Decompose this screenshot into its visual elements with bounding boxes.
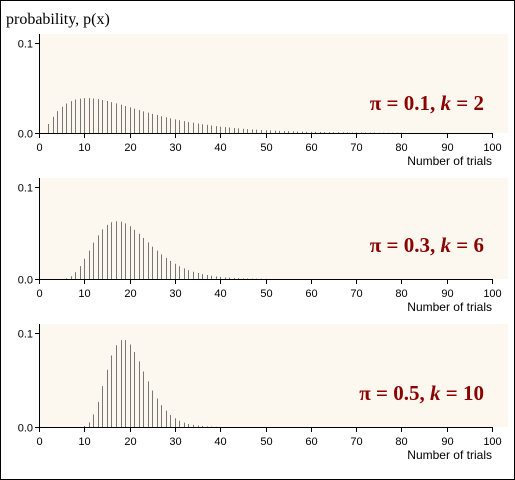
x-tick-label: 50	[260, 142, 272, 154]
x-tick-label: 20	[124, 288, 136, 300]
x-tick-label: 30	[169, 142, 181, 154]
x-tick-label: 80	[395, 142, 407, 154]
y-tick-label: 0.1	[18, 329, 33, 341]
y-tick-label: 0.0	[18, 129, 33, 141]
x-tick-label: 60	[305, 436, 317, 448]
x-tick-label: 90	[441, 436, 453, 448]
annotation-k-value: = 10	[441, 381, 484, 405]
x-tick-label: 40	[214, 436, 226, 448]
y-tick-label: 0.0	[18, 423, 33, 435]
parameter-annotation: π = 0.3, k = 6	[370, 233, 484, 257]
x-tick-label: 30	[169, 288, 181, 300]
annotation-k-symbol: k	[430, 381, 441, 405]
x-tick-label: 20	[124, 142, 136, 154]
annotation-k-symbol: k	[441, 91, 452, 115]
x-tick-label: 30	[169, 436, 181, 448]
x-tick-label: 60	[305, 142, 317, 154]
x-tick-label: 50	[260, 288, 272, 300]
x-tick-label: 20	[124, 436, 136, 448]
x-tick-label: 50	[260, 436, 272, 448]
annotation-pi: π = 0.5,	[359, 381, 430, 405]
y-tick-label: 0.1	[18, 39, 33, 51]
y-axis-label: probability, p(x)	[6, 11, 110, 28]
x-tick-label: 90	[441, 142, 453, 154]
annotation-k-symbol: k	[441, 233, 452, 257]
x-tick-label: 10	[78, 436, 90, 448]
x-tick-label: 10	[78, 288, 90, 300]
annotation-pi: π = 0.1,	[370, 91, 441, 115]
x-tick-label: 70	[350, 142, 362, 154]
annotation-k-value: = 2	[451, 91, 484, 115]
x-tick-label: 80	[395, 288, 407, 300]
x-tick-label: 10	[78, 142, 90, 154]
plot-area	[39, 34, 508, 133]
x-tick-label: 0	[36, 142, 42, 154]
x-tick-label: 80	[395, 436, 407, 448]
x-tick-label: 70	[350, 436, 362, 448]
x-tick-label: 40	[214, 288, 226, 300]
x-axis-label: Number of trials	[407, 154, 492, 168]
x-tick-label: 100	[483, 142, 501, 154]
plot-area	[39, 178, 508, 279]
parameter-annotation: π = 0.1, k = 2	[370, 91, 484, 115]
x-tick-label: 40	[214, 142, 226, 154]
y-tick-label: 0.0	[18, 275, 33, 287]
x-tick-label: 100	[483, 288, 501, 300]
x-tick-label: 60	[305, 288, 317, 300]
x-axis-label: Number of trials	[407, 300, 492, 314]
plot-area	[39, 324, 508, 427]
x-tick-label: 70	[350, 288, 362, 300]
x-tick-label: 100	[483, 436, 501, 448]
x-tick-label: 0	[36, 288, 42, 300]
y-tick-label: 0.1	[18, 183, 33, 195]
x-tick-label: 90	[441, 288, 453, 300]
parameter-annotation: π = 0.5, k = 10	[359, 381, 484, 405]
annotation-k-value: = 6	[451, 233, 484, 257]
x-tick-label: 0	[36, 436, 42, 448]
annotation-pi: π = 0.3,	[370, 233, 441, 257]
x-axis-label: Number of trials	[407, 448, 492, 462]
